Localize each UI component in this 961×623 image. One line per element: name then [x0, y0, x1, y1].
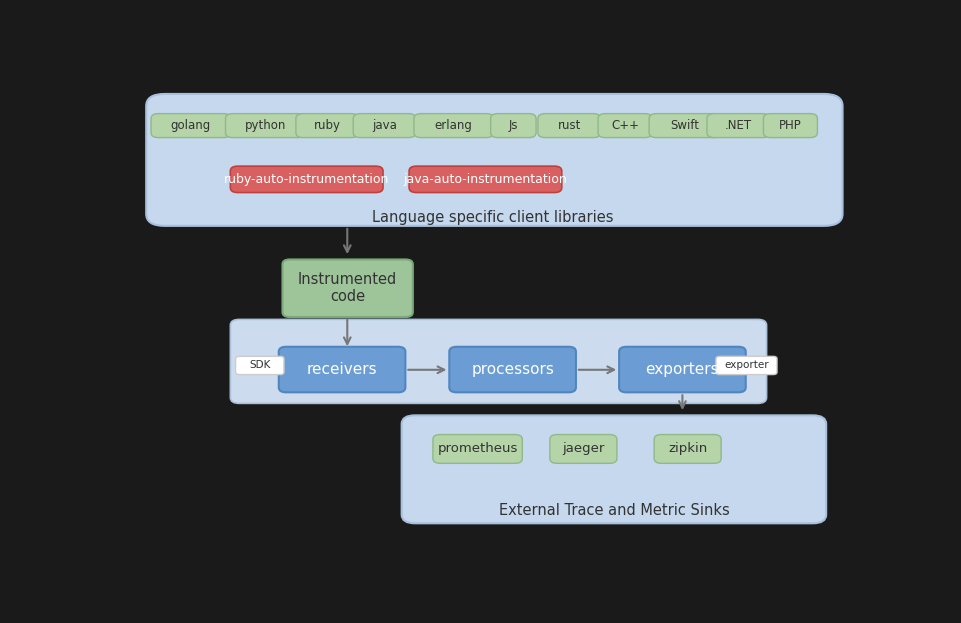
Text: rust: rust	[557, 118, 580, 131]
FancyBboxPatch shape	[491, 113, 536, 138]
Text: golang: golang	[171, 118, 211, 131]
Text: Swift: Swift	[670, 118, 700, 131]
Text: zipkin: zipkin	[668, 442, 707, 455]
Text: ruby: ruby	[313, 118, 340, 131]
FancyBboxPatch shape	[235, 356, 284, 374]
FancyBboxPatch shape	[226, 113, 306, 138]
FancyBboxPatch shape	[296, 113, 358, 138]
Text: Language specific client libraries: Language specific client libraries	[372, 210, 613, 225]
FancyBboxPatch shape	[231, 320, 767, 403]
Text: PHP: PHP	[779, 118, 801, 131]
FancyBboxPatch shape	[550, 435, 617, 464]
Text: java: java	[372, 118, 397, 131]
FancyBboxPatch shape	[450, 347, 576, 392]
FancyBboxPatch shape	[716, 356, 777, 374]
Text: ruby-auto-instrumentation: ruby-auto-instrumentation	[224, 173, 389, 186]
FancyBboxPatch shape	[283, 259, 413, 317]
FancyBboxPatch shape	[231, 166, 383, 193]
FancyBboxPatch shape	[279, 347, 406, 392]
Text: External Trace and Metric Sinks: External Trace and Metric Sinks	[499, 503, 729, 518]
FancyBboxPatch shape	[414, 113, 494, 138]
FancyBboxPatch shape	[707, 113, 770, 138]
Text: Js: Js	[508, 118, 518, 131]
FancyBboxPatch shape	[619, 347, 746, 392]
Text: exporter: exporter	[725, 361, 769, 371]
FancyBboxPatch shape	[146, 94, 843, 226]
Text: erlang: erlang	[434, 118, 473, 131]
FancyBboxPatch shape	[649, 113, 720, 138]
Text: jaeger: jaeger	[562, 442, 604, 455]
FancyBboxPatch shape	[654, 435, 721, 464]
FancyBboxPatch shape	[402, 416, 826, 523]
Text: C++: C++	[611, 118, 639, 131]
Text: Instrumented
code: Instrumented code	[298, 272, 397, 305]
FancyBboxPatch shape	[151, 113, 231, 138]
FancyBboxPatch shape	[409, 166, 562, 193]
Text: receivers: receivers	[307, 362, 378, 377]
Text: prometheus: prometheus	[437, 442, 518, 455]
Text: python: python	[245, 118, 286, 131]
Text: .NET: .NET	[725, 118, 752, 131]
FancyBboxPatch shape	[354, 113, 416, 138]
Text: java-auto-instrumentation: java-auto-instrumentation	[404, 173, 567, 186]
FancyBboxPatch shape	[538, 113, 601, 138]
Text: SDK: SDK	[249, 361, 270, 371]
FancyBboxPatch shape	[763, 113, 818, 138]
Text: processors: processors	[471, 362, 554, 377]
FancyBboxPatch shape	[432, 435, 523, 464]
Text: exporters: exporters	[646, 362, 719, 377]
FancyBboxPatch shape	[598, 113, 653, 138]
